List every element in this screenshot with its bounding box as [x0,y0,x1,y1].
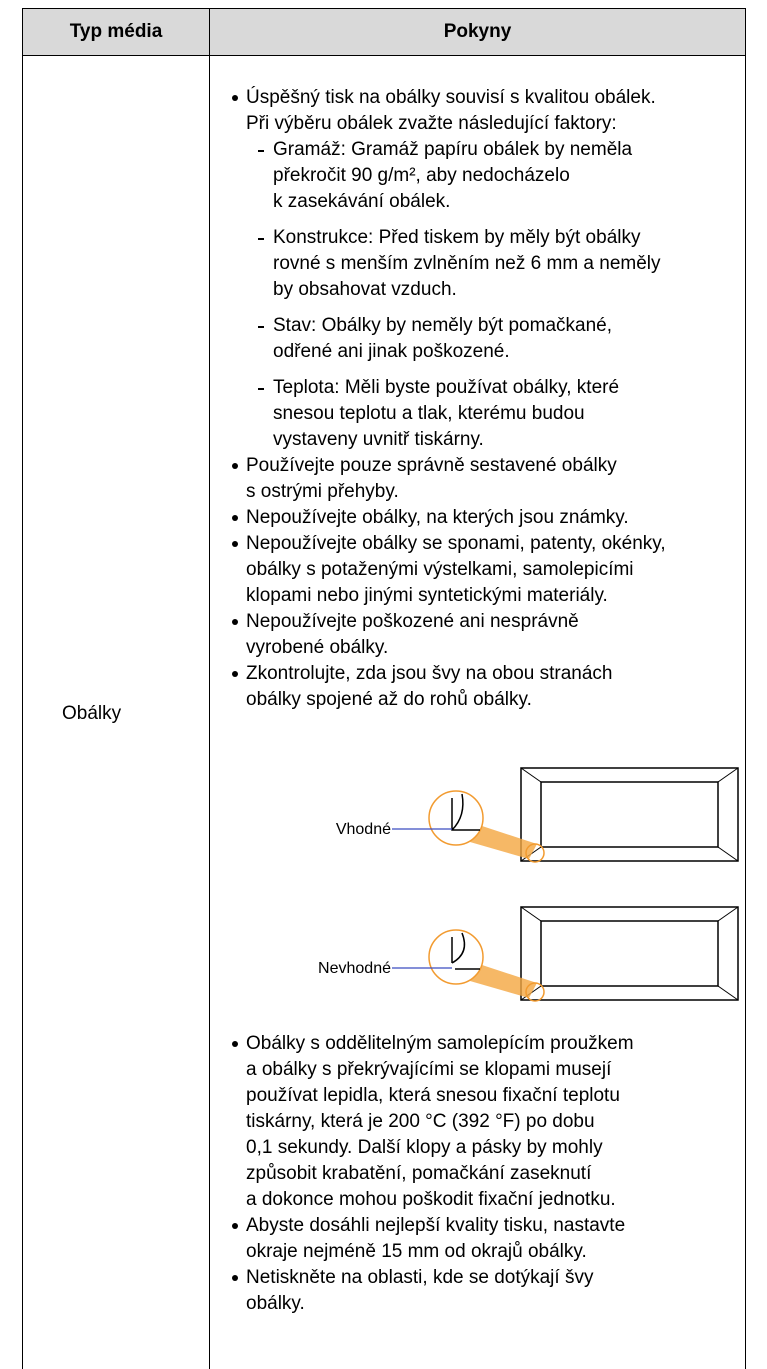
text-line: a obálky s překrývajícími se klopami mus… [246,1059,612,1080]
envelope-fold [717,846,739,862]
sub-item: Gramáž: Gramáž papíru obálek by neměla př… [246,137,746,215]
envelope-fold [717,767,739,783]
seam [451,932,480,970]
text-line: vystaveny uvnitř tiskárny. [273,429,484,450]
header-text: Typ média [69,21,163,42]
text-line: Používejte pouze správně sestavené obálk… [246,455,617,476]
bullet [232,541,238,547]
bullet [232,1041,238,1047]
bullet [232,671,238,677]
text-line: Nepoužívejte obálky, na kterých jsou zná… [246,507,629,528]
text-line: Úspěšný tisk na obálky souvisí s kvalito… [246,87,656,108]
bullet-item: Abyste dosáhli nejlepší kvality tisku, n… [231,1213,746,1265]
text-line: vyrobené obálky. [246,637,389,658]
text-line: okraje nejméně 15 mm od okrajů obálky. [246,1241,587,1262]
text-line: používat lepidla, která snesou fixační t… [246,1085,620,1106]
envelope-inner [540,920,719,987]
text-line: překročit 90 g/m², aby nedocházelo [273,165,570,186]
text-line: Konstrukce: Před tiskem by měly být obál… [273,227,641,248]
header-cell: Typ média [22,8,210,56]
envelope [520,767,739,862]
text-line: s ostrými přehyby. [246,481,399,502]
envelope-fold [520,906,542,922]
text-line: k zasekávání obálek. [273,191,451,212]
text-line: obálky s potaženými výstelkami, samolepi… [246,559,634,580]
seam [451,793,480,831]
bullet [232,95,238,101]
sub-item: Teplota: Měli byste používat obálky, kte… [246,375,746,453]
text-line: snesou teplotu a tlak, kterému budou [273,403,585,424]
bullet [232,1275,238,1281]
text-line: 0,1 sekundy. Další klopy a pásky by mohl… [246,1137,603,1158]
envelope-figure: Vhodné Nevhodné [318,767,739,1002]
text-line: Nepoužívejte poškozené ani nesprávně [246,611,579,632]
text-line: Abyste dosáhli nejlepší kvality tisku, n… [246,1215,626,1236]
envelope [520,906,739,1001]
dash [258,326,264,328]
text-line: Stav: Obálky by neměly být pomačkané, [273,315,612,336]
bullet-item: Obálky s oddělitelným samolepícím proužk… [231,1031,746,1213]
guidelines: Úspěšný tisk na obálky souvisí s kvalito… [231,85,746,1317]
bullet [232,619,238,625]
bullet-item: Netiskněte na oblasti, kde se dotýkají š… [231,1265,746,1317]
text-line: způsobit krabatění, pomačkání zaseknutí [246,1163,592,1184]
text-line: klopami nebo jinými syntetickými materiá… [246,585,608,606]
figure-label: Nevhodné [318,960,391,977]
text-line: Gramáž: Gramáž papíru obálek by neměla [273,139,633,160]
text-line: Teplota: Měli byste používat obálky, kte… [273,377,620,398]
zoom-cone [470,965,537,998]
zoom-spot [525,843,545,863]
bullet-item: Zkontrolujte, zda jsou švy na obou stran… [231,661,746,713]
bullet-item: Nepoužívejte obálky, na kterých jsou zná… [231,505,746,531]
zoom-circle [428,790,484,846]
text-line: Zkontrolujte, zda jsou švy na obou stran… [246,663,613,684]
text-line: rovné s menším zvlněním než 6 mm a neměl… [273,253,661,274]
figure-label: Vhodné [336,821,391,838]
text-line: by obsahovat vzduch. [273,279,457,300]
text-line: Obálky s oddělitelným samolepícím proužk… [246,1033,634,1054]
zoom-circle [428,929,484,985]
border [745,8,746,1369]
text-line: Nepoužívejte obálky se sponami, patenty,… [246,533,666,554]
bullet-item: Nepoužívejte obálky se sponami, patenty,… [231,531,746,609]
bullet-item: Používejte pouze správně sestavené obálk… [231,453,746,505]
envelope-inner [540,781,719,848]
dash [258,238,264,240]
text-line: obálky. [246,1293,305,1314]
zoom-cone [470,826,537,859]
dash [258,388,264,390]
envelope-fold [520,767,542,783]
row-label: Obálky [62,703,122,724]
bullet [232,1223,238,1229]
envelope-fold [717,985,739,1001]
text-line: tiskárny, která je 200 °C (392 °F) po do… [246,1111,595,1132]
border [22,8,23,1369]
text-line: Netiskněte na oblasti, kde se dotýkají š… [246,1267,594,1288]
header-cell: Pokyny [209,8,746,56]
envelope-fold [717,906,739,922]
bullet-item: Nepoužívejte poškozené ani nesprávně vyro… [231,609,746,661]
dash [258,150,264,152]
text-line: odřené ani jinak poškozené. [273,341,510,362]
zoom-spot [525,982,545,1002]
sub-item: Stav: Obálky by neměly být pomačkané, odř… [246,313,746,365]
sub-item: Konstrukce: Před tiskem by měly být obál… [246,225,746,303]
bullet [232,515,238,521]
text-line: a dokonce mohou poškodit fixační jednotk… [246,1189,616,1210]
text-line: Při výběru obálek zvažte následující fak… [246,113,617,134]
bullet [232,463,238,469]
text-line: obálky spojené až do rohů obálky. [246,689,532,710]
header-text: Pokyny [443,21,512,42]
border [209,8,210,1369]
bullet-item: Úspěšný tisk na obálky souvisí s kvalito… [231,85,746,453]
